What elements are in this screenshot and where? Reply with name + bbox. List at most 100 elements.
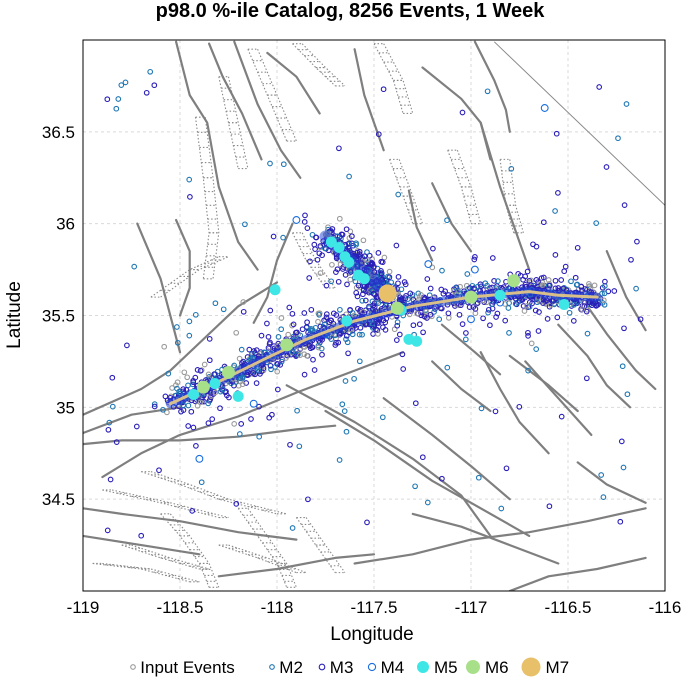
- event-marker: [151, 401, 158, 407]
- event-marker: [373, 294, 380, 301]
- m5-event-marker: [343, 256, 355, 268]
- legend-label-input: Input Events: [140, 658, 235, 677]
- event-marker: [402, 295, 409, 301]
- event-marker: [555, 190, 561, 196]
- event-marker: [341, 408, 348, 414]
- y-axis-label: Latitude: [4, 281, 25, 349]
- fault-line: [440, 323, 502, 376]
- event-marker: [598, 472, 605, 478]
- event-marker: [311, 241, 318, 248]
- event-marker: [371, 263, 377, 270]
- event-marker: [424, 276, 431, 282]
- event-marker: [368, 259, 375, 266]
- event-marker: [316, 311, 323, 318]
- event-marker: [423, 308, 429, 315]
- event-marker: [396, 296, 403, 303]
- event-marker: [540, 219, 547, 226]
- dotted-fault: [121, 544, 200, 570]
- event-marker: [301, 371, 308, 378]
- event-marker: [131, 263, 138, 270]
- event-marker: [239, 381, 246, 388]
- event-marker: [393, 242, 400, 249]
- event-marker: [209, 416, 216, 422]
- event-marker: [624, 391, 631, 398]
- chart-title: p98.0 %-ile Catalog, 8256 Events, 1 Week: [156, 0, 546, 22]
- event-marker: [619, 363, 626, 370]
- event-marker: [301, 310, 308, 316]
- event-marker: [186, 176, 193, 183]
- event-marker: [334, 266, 341, 273]
- event-marker: [579, 306, 585, 313]
- event-marker: [552, 277, 559, 284]
- event-marker: [525, 367, 531, 374]
- event-marker: [382, 327, 389, 333]
- event-marker: [356, 358, 363, 365]
- event-marker: [420, 329, 426, 336]
- dotted-fault: [237, 507, 288, 588]
- event-marker: [546, 503, 553, 510]
- legend-marker-m6: [466, 660, 480, 674]
- event-marker: [362, 257, 368, 263]
- event-marker: [231, 362, 238, 369]
- dotted-fault: [150, 471, 287, 515]
- event-marker: [308, 306, 315, 313]
- event-marker: [312, 324, 319, 331]
- event-marker: [201, 361, 208, 368]
- event-marker: [243, 380, 250, 386]
- event-marker: [336, 457, 343, 463]
- event-marker: [342, 378, 349, 384]
- event-marker: [238, 346, 245, 353]
- event-marker: [250, 370, 257, 376]
- m5-event-marker: [188, 388, 200, 400]
- event-marker: [265, 334, 272, 340]
- event-marker: [586, 283, 592, 290]
- event-marker: [186, 318, 193, 325]
- event-marker: [431, 309, 437, 315]
- dotted-fault: [456, 150, 482, 224]
- event-marker: [355, 305, 361, 312]
- legend: Input Events M2 M3 M4 M5 M6 M7: [130, 657, 569, 677]
- event-marker: [362, 297, 369, 304]
- event-marker: [333, 255, 340, 262]
- dotted-fault: [292, 232, 326, 289]
- event-marker: [466, 304, 473, 310]
- event-marker: [533, 243, 540, 250]
- event-marker: [278, 326, 285, 333]
- event-marker: [628, 256, 634, 263]
- event-marker: [623, 101, 630, 107]
- event-marker: [205, 400, 212, 407]
- event-marker: [633, 285, 639, 292]
- event-marker: [374, 320, 381, 326]
- event-marker: [305, 496, 311, 503]
- m4-event-marker: [540, 104, 549, 112]
- m5-event-marker: [558, 298, 570, 310]
- event-marker: [546, 282, 553, 289]
- m6-event-marker: [464, 290, 478, 304]
- event-marker: [185, 423, 192, 429]
- fault-line: [217, 553, 376, 578]
- event-marker: [185, 382, 191, 389]
- event-marker: [498, 505, 505, 512]
- event-marker: [424, 315, 430, 321]
- fault-line: [353, 507, 647, 565]
- x-tick-label: -116: [649, 598, 682, 617]
- event-marker: [566, 309, 573, 316]
- event-marker: [336, 145, 342, 152]
- fault-line: [252, 222, 294, 324]
- event-marker: [220, 306, 227, 313]
- dotted-fault: [160, 256, 229, 298]
- event-marker: [558, 277, 565, 283]
- legend-label-m4: M4: [381, 658, 405, 677]
- event-marker: [270, 233, 277, 240]
- event-marker: [395, 274, 402, 280]
- event-marker: [474, 283, 481, 290]
- event-marker: [395, 280, 401, 287]
- event-marker: [162, 393, 169, 400]
- event-marker: [312, 246, 318, 252]
- dotted-fault: [92, 562, 190, 583]
- event-marker: [554, 314, 561, 321]
- m5-event-marker: [411, 335, 423, 347]
- event-marker: [319, 252, 325, 259]
- event-marker: [467, 285, 473, 291]
